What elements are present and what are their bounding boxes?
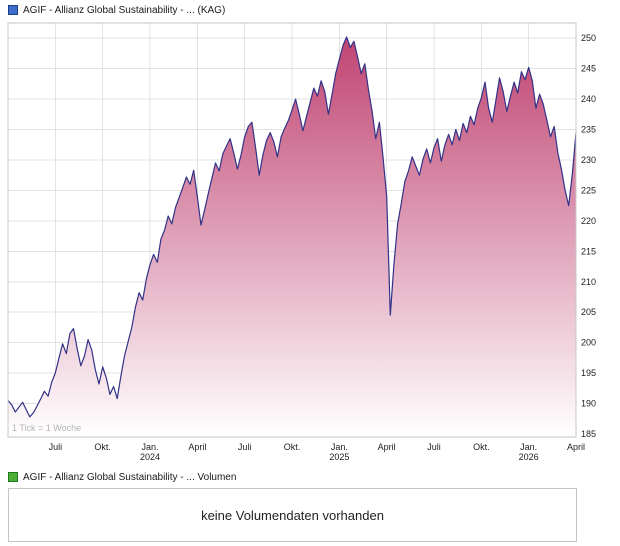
x-axis-tick-label: Okt.	[94, 442, 111, 452]
y-axis-tick-label: 230	[581, 155, 596, 165]
no-volume-message: keine Volumendaten vorhanden	[201, 507, 384, 523]
y-axis-tick-label: 205	[581, 307, 596, 317]
y-axis-tick-label: 215	[581, 246, 596, 256]
x-axis-year-label: 2024	[140, 452, 160, 462]
x-axis-tick-label: Juli	[238, 442, 252, 452]
y-axis-tick-label: 195	[581, 368, 596, 378]
x-axis-tick-label: April	[567, 442, 585, 452]
y-axis-tick-label: 235	[581, 125, 596, 135]
x-axis-tick-label: Jan.	[141, 442, 158, 452]
y-axis-tick-label: 220	[581, 216, 596, 226]
x-axis-tick-label: Okt.	[284, 442, 301, 452]
x-axis-year-label: 2026	[519, 452, 539, 462]
volume-legend-label: AGIF - Allianz Global Sustainability - .…	[23, 471, 237, 483]
y-axis-tick-label: 225	[581, 185, 596, 195]
y-axis-tick-label: 245	[581, 64, 596, 74]
y-axis-tick-label: 240	[581, 94, 596, 104]
plot-border	[7, 22, 577, 438]
x-axis-tick-label: April	[188, 442, 206, 452]
x-axis-tick-label: Jan.	[520, 442, 537, 452]
tick-interval-watermark: 1 Tick = 1 Woche	[12, 423, 81, 433]
y-axis-tick-label: 190	[581, 399, 596, 409]
x-axis-tick-label: Juli	[427, 442, 441, 452]
chart-title: AGIF - Allianz Global Sustainability - .…	[23, 4, 226, 16]
y-axis-tick-label: 200	[581, 338, 596, 348]
x-axis-year-label: 2025	[329, 452, 349, 462]
x-axis-tick-label: Okt.	[473, 442, 490, 452]
y-axis-tick-label: 250	[581, 33, 596, 43]
price-line	[7, 36, 577, 418]
chart-header: AGIF - Allianz Global Sustainability - .…	[0, 0, 620, 17]
x-axis-tick-label: Jan.	[331, 442, 348, 452]
volume-legend-row: AGIF - Allianz Global Sustainability - .…	[0, 470, 620, 484]
price-series-icon	[8, 5, 18, 15]
y-axis-tick-label: 210	[581, 277, 596, 287]
volume-panel: keine Volumendaten vorhanden	[8, 488, 577, 542]
volume-series-icon	[8, 472, 18, 482]
x-axis-tick-label: April	[378, 442, 396, 452]
y-axis-tick-label: 185	[581, 429, 596, 439]
x-axis-tick-label: Juli	[49, 442, 63, 452]
price-area	[8, 37, 576, 437]
price-chart-surface[interactable]: 185 190 195 200 205 210 215 220 225 230 235 240 245 2…	[0, 17, 620, 469]
